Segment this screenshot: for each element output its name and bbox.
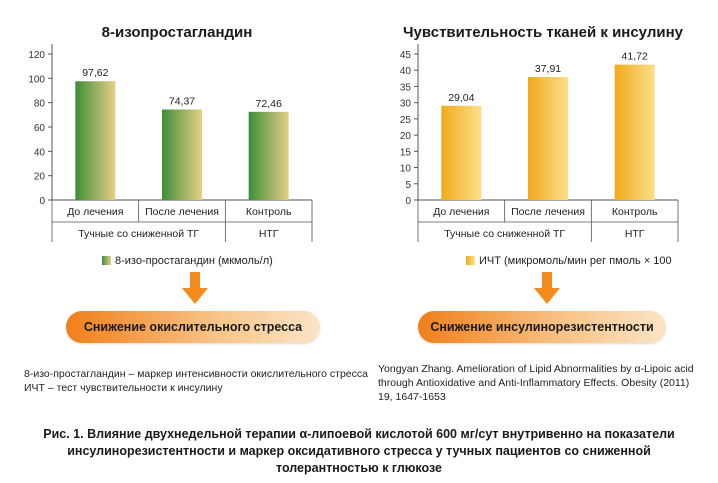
chart-plot: 0 20 40 60 80 100 120 97,62 До лечения 74,37 После… <box>28 44 313 242</box>
reference-line: 19, 1647-1653 <box>378 391 446 403</box>
group-label: Тучные со сниженной ТГ <box>444 228 565 240</box>
data-label: 74,37 <box>169 96 195 108</box>
y-tick-label: 40 <box>34 147 46 158</box>
group-label: НТГ <box>625 228 645 240</box>
x-tick-label: После лечения <box>145 206 219 218</box>
bar <box>248 111 289 200</box>
bar <box>614 64 655 200</box>
y-tick-label: 20 <box>34 172 46 183</box>
bar <box>162 109 202 200</box>
y-tick-label: 0 <box>39 196 45 207</box>
x-tick-label: До лечения <box>433 206 489 218</box>
data-label: 72,46 <box>256 98 282 110</box>
y-tick-label: 5 <box>405 180 411 191</box>
data-label: 29,04 <box>448 92 474 104</box>
data-label: 41,72 <box>622 51 648 63</box>
legend-left: 8-изо-простагандин (мкмоль/л) <box>102 255 273 267</box>
outcome-oxidative-stress: Снижение окислительного стресса <box>66 311 320 343</box>
chart-title: 8-изопростагландин <box>101 24 253 41</box>
y-tick-label: 15 <box>400 147 412 158</box>
caption-line: толерантностью к глюкозе <box>276 461 442 475</box>
y-tick-label: 20 <box>400 131 412 142</box>
down-arrow-icon <box>534 272 560 304</box>
reference-line: Yongyan Zhang. Amelioration of Lipid Abn… <box>378 363 694 375</box>
group-label: Тучные со сниженной ТГ <box>78 228 199 240</box>
y-tick-label: 100 <box>28 74 45 85</box>
bar <box>441 105 482 200</box>
note-line: 8-изо-простагландин – маркер интенсивнос… <box>24 368 368 380</box>
y-tick-label: 25 <box>400 115 412 126</box>
chart-insulin-sensitivity: Чувствительность тканей к инсулину 0 5 10 1… <box>388 12 698 267</box>
outcome-insulin-resistance: Снижение инсулинорезистентности <box>418 311 666 343</box>
bar <box>528 77 568 200</box>
group-label: НТГ <box>259 228 279 240</box>
bar <box>75 81 116 200</box>
y-tick-label: 0 <box>405 196 411 207</box>
note-line: ИЧТ – тест чувствительности к инсулину <box>24 382 223 394</box>
reference-note: Yongyan Zhang. Amelioration of Lipid Abn… <box>378 362 694 404</box>
y-tick-label: 60 <box>34 123 46 134</box>
data-label: 97,62 <box>82 67 108 79</box>
x-tick-label: После лечения <box>511 206 585 218</box>
down-arrow-icon <box>182 272 208 304</box>
y-tick-label: 45 <box>400 50 412 61</box>
chart-8-isoprostaglandin: 8-изопростагландин 0 20 40 60 80 100 120 97,62 Д… <box>22 12 332 267</box>
x-tick-label: До лечения <box>67 206 123 218</box>
reference-line: through Antioxidative and Anti-Inflammat… <box>378 377 690 389</box>
legend-swatch <box>466 256 475 265</box>
caption-line: инсулинорезистентности и маркер оксидати… <box>67 444 651 458</box>
chart-title: Чувствительность тканей к инсулину <box>403 24 683 41</box>
x-tick-label: Контроль <box>246 206 292 218</box>
y-tick-label: 35 <box>400 82 412 93</box>
y-tick-label: 40 <box>400 66 412 77</box>
y-tick-label: 30 <box>400 99 412 110</box>
legend-right: ИЧТ (микромоль/мин рег пмоль × 100 <box>466 255 672 267</box>
y-tick-label: 80 <box>34 99 46 110</box>
abbreviation-notes: 8-изо-простагландин – маркер интенсивнос… <box>24 367 368 395</box>
x-tick-label: Контроль <box>612 206 658 218</box>
y-tick-label: 10 <box>400 164 412 175</box>
legend-swatch <box>102 256 111 265</box>
caption-line: Рис. 1. Влияние двухнедельной терапии α-… <box>43 427 675 441</box>
legend-label: ИЧТ (микромоль/мин рег пмоль × 100 <box>479 255 672 267</box>
legend-label: 8-изо-простагандин (мкмоль/л) <box>115 255 273 267</box>
chart-plot: 0 5 10 15 20 25 30 35 40 45 29,04 До лечения 37,91 По… <box>400 44 679 242</box>
figure-caption: Рис. 1. Влияние двухнедельной терапии α-… <box>18 426 700 477</box>
y-tick-label: 120 <box>28 50 45 61</box>
data-label: 37,91 <box>535 63 561 75</box>
